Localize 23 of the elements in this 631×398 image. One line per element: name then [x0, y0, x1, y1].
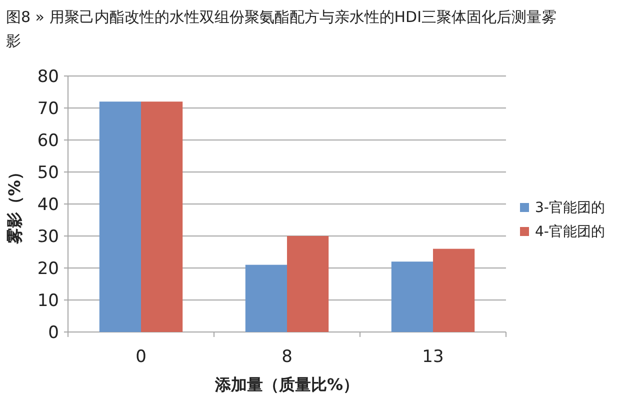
y-tick-label: 50	[37, 163, 59, 183]
bar	[99, 102, 141, 332]
y-tick-label: 0	[48, 323, 59, 343]
legend-label: 3-官能团的	[535, 200, 605, 216]
y-tick-label: 10	[37, 291, 59, 311]
y-tick-label: 30	[37, 227, 59, 247]
title: 图8 » 用聚己内酯改性的水性双组份聚氨酯配方与亲水性的HDI三聚体固化后测量雾影	[6, 8, 557, 50]
bar	[141, 102, 183, 332]
y-tick-label: 70	[37, 99, 59, 119]
y-tick-label: 80	[37, 67, 59, 87]
y-tick-label: 40	[37, 195, 59, 215]
bar	[245, 264, 287, 332]
y-tick-label: 60	[37, 131, 59, 151]
y-axis-title: 雾影（%）	[5, 164, 24, 246]
x-tick-label: 8	[282, 347, 292, 367]
x-tick-label: 13	[422, 347, 444, 367]
bar	[433, 248, 475, 332]
y-tick-label: 20	[37, 259, 59, 279]
bar	[391, 262, 433, 332]
x-axis-title: 添加量（质量比%）	[214, 375, 360, 394]
bar	[287, 236, 329, 332]
legend-label: 4-官能团的	[535, 224, 605, 240]
x-tick-label: 0	[136, 347, 146, 367]
